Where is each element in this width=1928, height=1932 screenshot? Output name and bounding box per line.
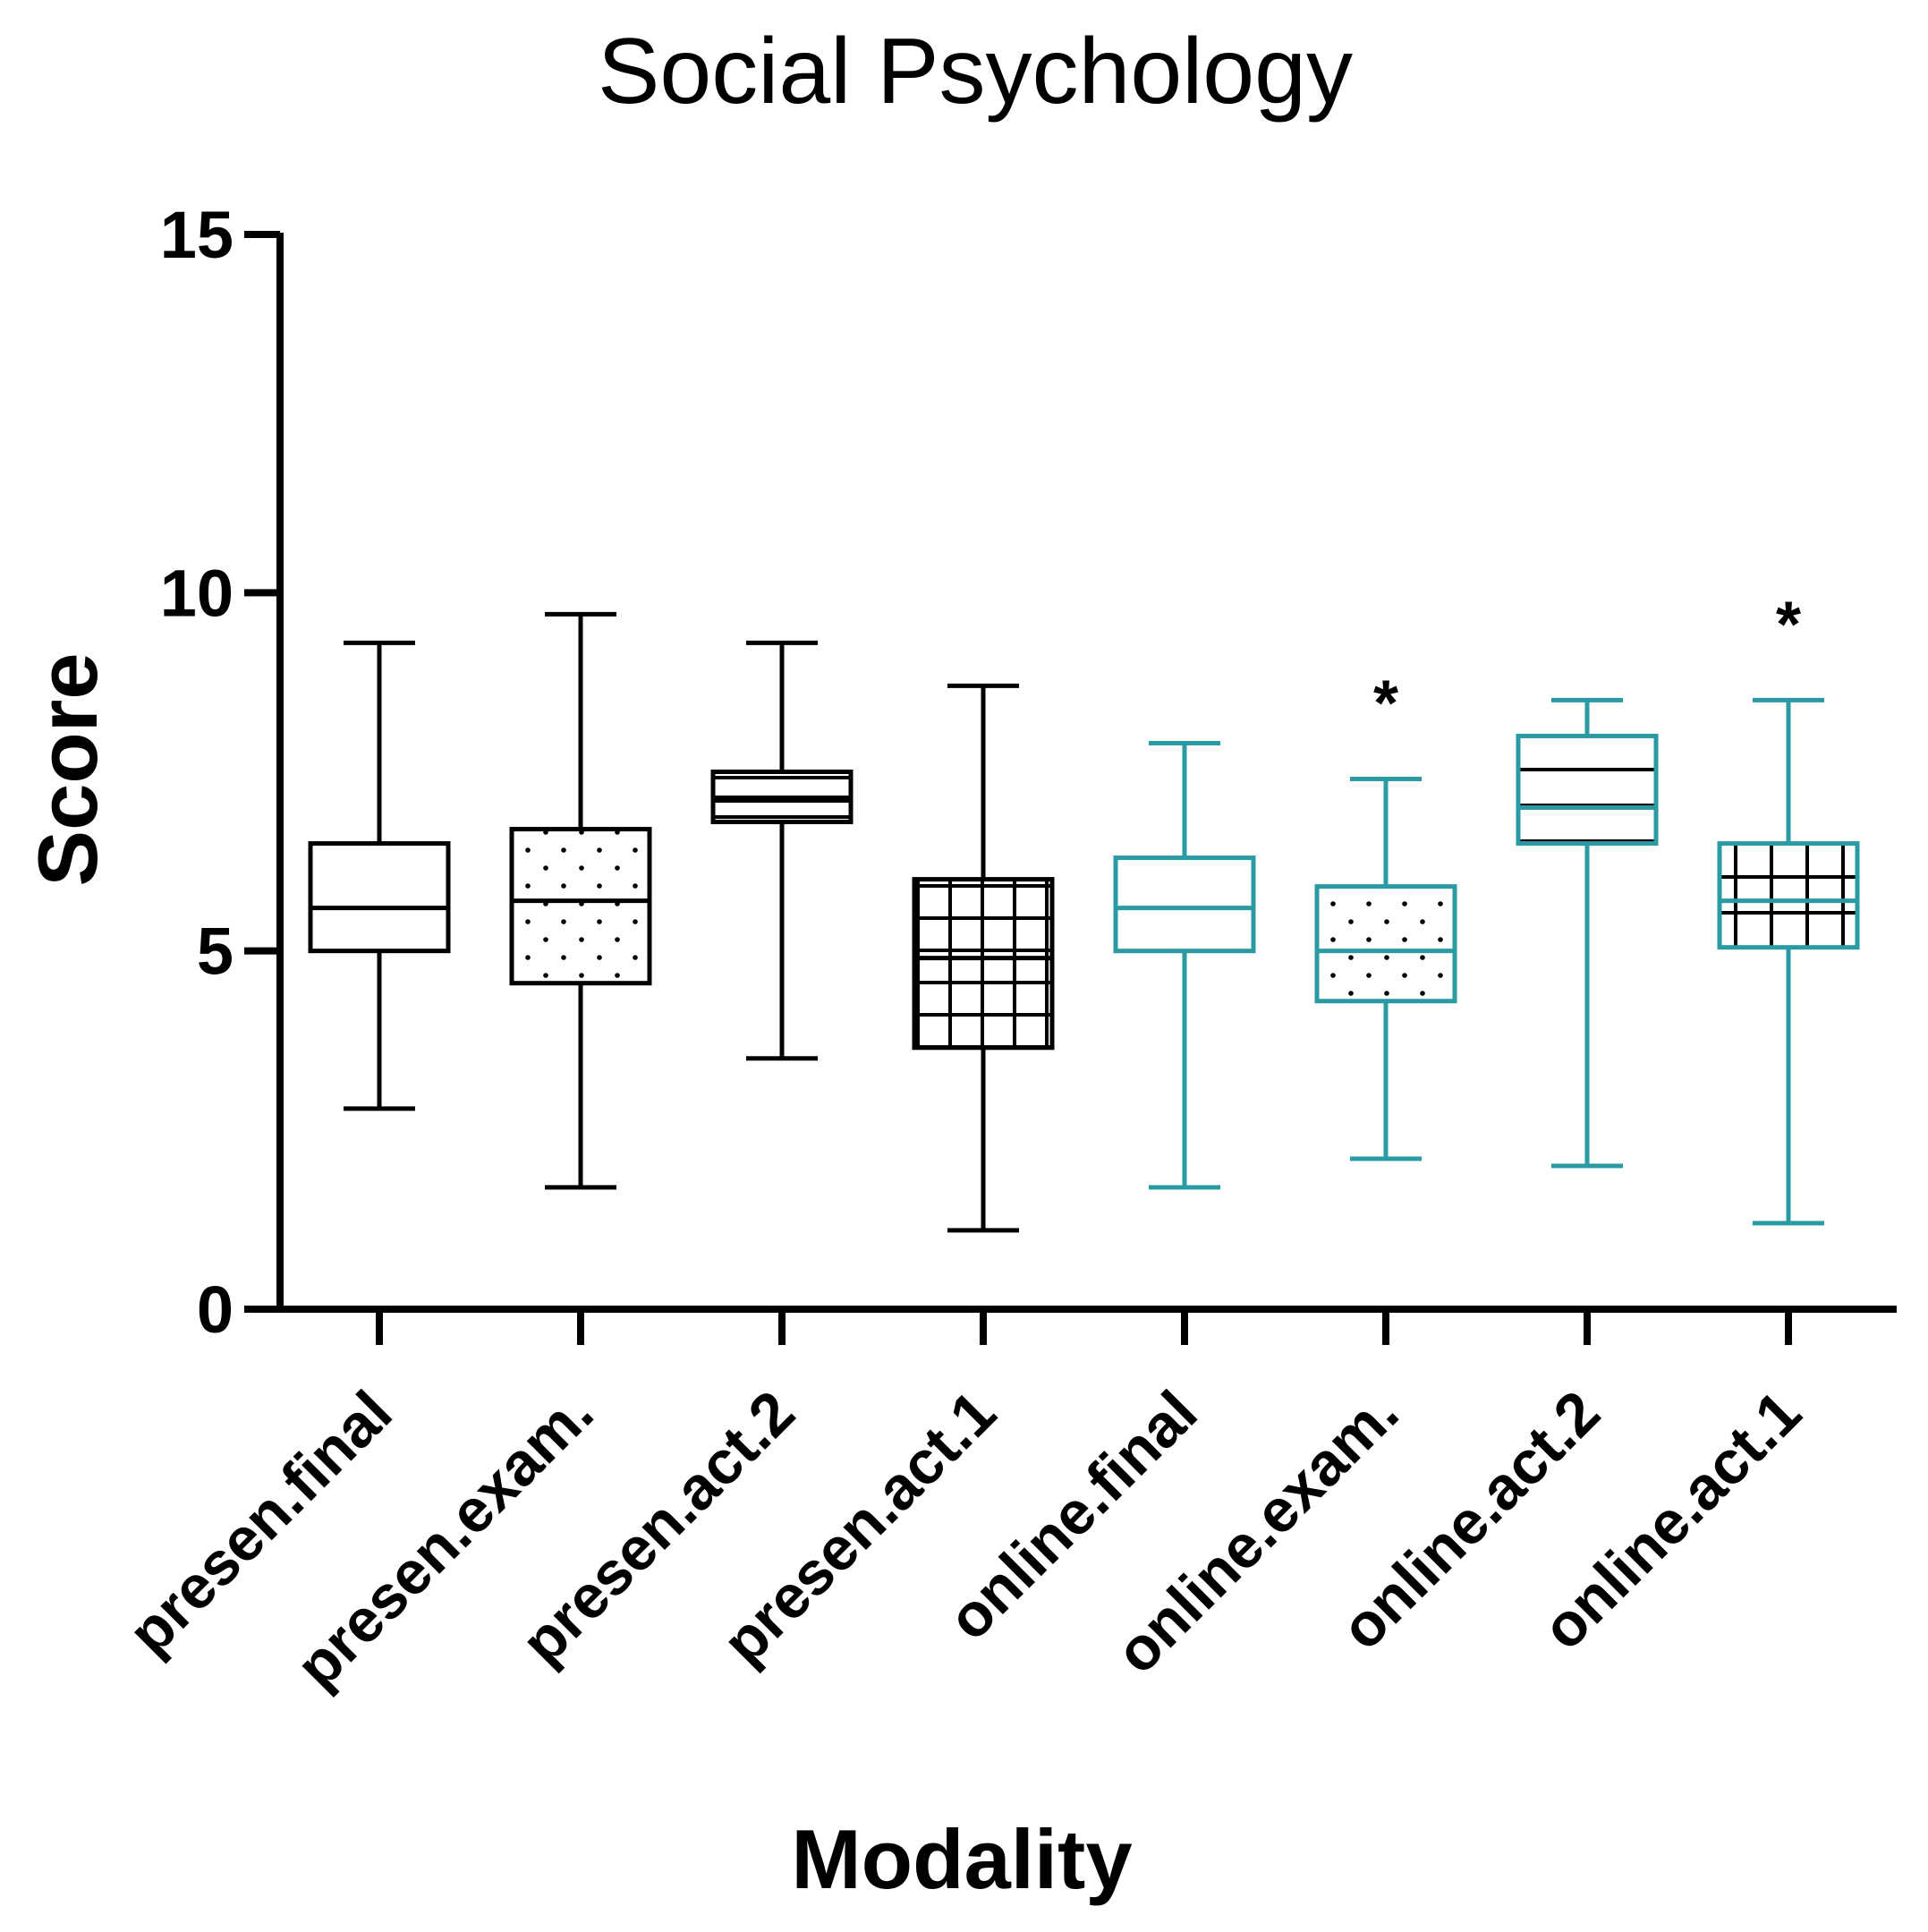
iqr-box — [1113, 855, 1256, 954]
y-axis: 0 5 10 15 — [160, 198, 284, 1347]
category-labels: presen.finalpresen.exam.presen.act.2pres… — [115, 1378, 1814, 1701]
iqr-box — [912, 877, 1055, 1051]
iqr-box — [1717, 841, 1860, 950]
iqr-box — [509, 827, 652, 986]
iqr-box — [308, 841, 451, 954]
y-tick-label: 5 — [197, 915, 234, 989]
iqr-box — [1314, 884, 1457, 1004]
y-tick-label: 10 — [160, 556, 234, 630]
box-presen.act.1 — [912, 683, 1055, 1233]
box-online.act.2 — [1516, 697, 1659, 1169]
x-axis-label: Modality — [791, 1812, 1132, 1906]
boxes-layer: ** — [308, 589, 1860, 1233]
iqr-box — [1516, 733, 1659, 847]
box-online.final — [1113, 740, 1256, 1190]
significance-marker: * — [1373, 668, 1398, 740]
y-tick-label: 15 — [160, 198, 234, 272]
box-presen.exam. — [509, 611, 652, 1190]
y-axis-label: Score — [21, 652, 115, 886]
box-online.act.1: * — [1717, 589, 1860, 1226]
chart-title: Social Psychology — [598, 20, 1353, 123]
y-tick-label: 0 — [197, 1272, 234, 1347]
box-presen.final — [308, 640, 451, 1111]
significance-marker: * — [1776, 589, 1801, 660]
iqr-box — [710, 770, 854, 825]
box-online.exam.: * — [1314, 668, 1457, 1162]
box-presen.act.2 — [710, 640, 854, 1061]
x-axis — [276, 1306, 1897, 1345]
